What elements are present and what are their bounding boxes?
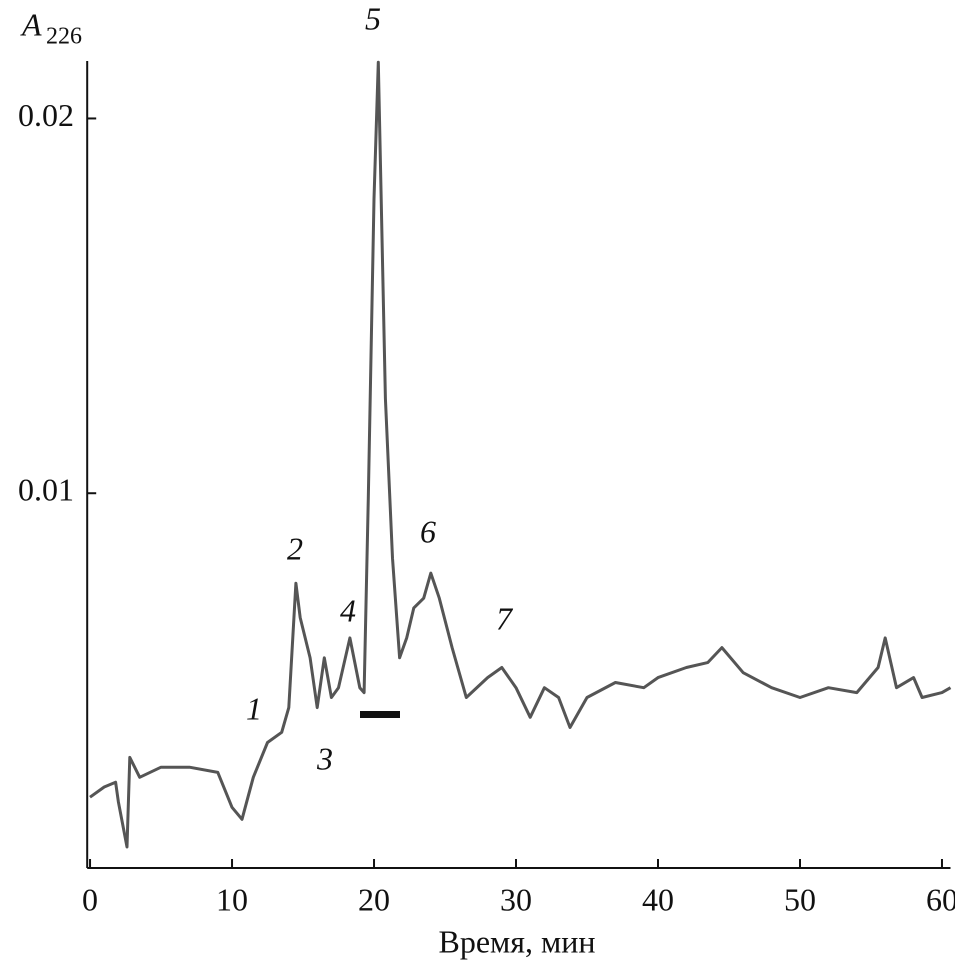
y-axis-label-subscript: 226 (46, 24, 82, 50)
x-tick-label: 60 (926, 881, 955, 917)
peak-label: 2 (287, 530, 303, 566)
peak-label: 3 (316, 740, 333, 776)
peak-label: 6 (420, 513, 436, 549)
data-line (89, 60, 952, 849)
x-tick-label: 30 (500, 881, 532, 917)
x-axis-label: Время, мин (438, 923, 595, 959)
y-tick-label: 0.01 (18, 472, 74, 508)
peak-label: 4 (340, 592, 356, 628)
y-tick-label: 0.02 (18, 97, 74, 133)
fraction-bar (360, 711, 400, 718)
y-axis-label: A (20, 6, 42, 42)
peak-label: 5 (365, 0, 381, 36)
x-tick-label: 40 (642, 881, 674, 917)
peak-label: 7 (496, 600, 514, 636)
x-tick-label: 50 (784, 881, 816, 917)
x-tick-label: 10 (216, 881, 248, 917)
peak-label: 1 (246, 690, 262, 726)
x-tick-label: 20 (358, 881, 390, 917)
x-tick-label: 0 (82, 881, 98, 917)
